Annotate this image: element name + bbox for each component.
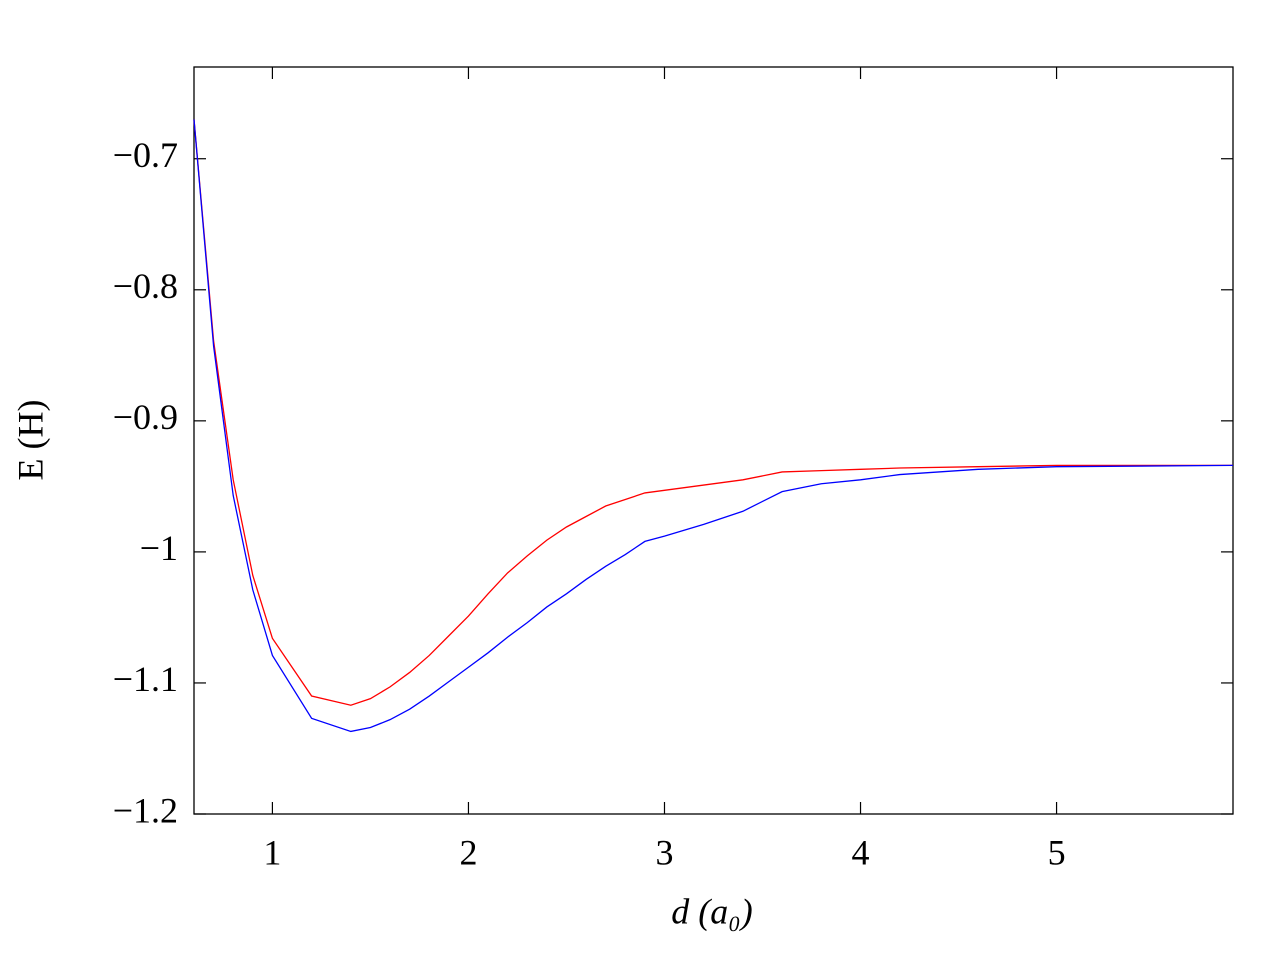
x-axis-label: d (a₀)	[671, 891, 753, 931]
y-tick-label: −1.2	[113, 790, 178, 830]
x-tick-label: 2	[459, 832, 477, 872]
y-tick-label: −0.9	[113, 397, 178, 437]
x-tick-label: 1	[263, 832, 281, 872]
x-tick-label: 5	[1048, 832, 1066, 872]
data-line	[193, 119, 1234, 733]
y-tick-label: −1.1	[113, 659, 178, 699]
data-line	[193, 119, 1233, 706]
x-tick-label: 4	[852, 832, 870, 872]
plot-frame	[193, 66, 1234, 815]
x-tick-label: 3	[655, 832, 673, 872]
y-tick-label: −0.8	[113, 266, 178, 306]
y-tick-label: −0.7	[113, 135, 178, 175]
y-axis-label: E (H)	[10, 400, 50, 481]
y-tick-label: −1	[140, 528, 178, 568]
